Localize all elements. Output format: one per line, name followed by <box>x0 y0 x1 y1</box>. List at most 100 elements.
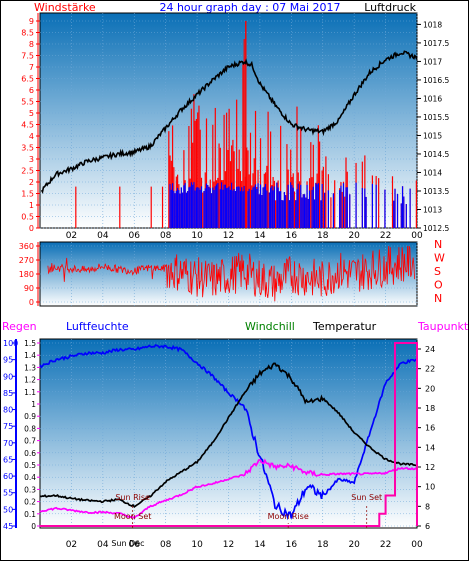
wind-tick-label: 0 <box>29 224 34 233</box>
humidity-tick-label: 95 <box>3 356 13 365</box>
x-tick-label: 20 <box>348 231 360 241</box>
humidity-line <box>39 343 418 521</box>
x-tick-label: 16 <box>286 540 298 550</box>
wind-tick-label: 6.5 <box>21 75 34 84</box>
temperature-line <box>39 362 418 508</box>
compass-label: N <box>434 292 442 305</box>
sun-dec-label: Sun Dec <box>111 539 144 548</box>
pressure-tick-label: 1018 <box>423 20 442 29</box>
temperature-tick-label: 22 <box>425 365 435 374</box>
x-tick-label: 04 <box>97 231 109 241</box>
pressure-axis-title: Luftdruck <box>364 1 416 14</box>
wind-tick-label: 3.5 <box>21 144 34 153</box>
x-tick-label: 10 <box>191 231 203 241</box>
x-tick-label: 10 <box>191 540 203 550</box>
wind-axis-title: Windstärke <box>34 1 96 14</box>
x-tick-label: 16 <box>286 231 298 241</box>
rain-tick-label: 1.3 <box>24 363 36 372</box>
rain-tick-label: 0.3 <box>24 485 36 494</box>
wind-direction-line <box>47 245 415 302</box>
x-tick-label: 12 <box>223 231 234 241</box>
wind-tick-label: 5 <box>29 109 34 118</box>
x-tick-label: 20 <box>348 540 360 550</box>
rain-tick-label: 1.2 <box>24 376 36 385</box>
x-tick-label: 02 <box>66 540 77 550</box>
temperature-tick-label: 10 <box>425 483 435 492</box>
wind-tick-label: 4.5 <box>21 121 34 130</box>
rain-tick-label: 0.5 <box>24 461 36 470</box>
rain-tick-label: 0.4 <box>24 473 36 482</box>
x-tick-label: 12 <box>223 540 234 550</box>
x-tick-label: 02 <box>66 231 77 241</box>
x-tick-label: 08 <box>160 540 172 550</box>
x-tick-label: 08 <box>160 231 172 241</box>
humidity-tick-label: 85 <box>3 389 13 398</box>
wind-tick-label: 0.5 <box>21 213 34 222</box>
wind-tick-label: 7.5 <box>21 52 34 61</box>
rain-tick-label: 1.4 <box>24 351 36 360</box>
pressure-tick-label: 1016.5 <box>423 76 449 85</box>
humidity-tick-label: 50 <box>3 505 13 514</box>
pressure-tick-label: 1013.5 <box>423 187 449 196</box>
direction-tick-label: 90 <box>24 284 34 293</box>
wind-tick-label: 1 <box>29 201 34 210</box>
temperature-tick-label: 16 <box>425 424 435 433</box>
sun-rise-label: Sun Rise <box>115 493 150 502</box>
rain-tick-label: 0.8 <box>24 424 36 433</box>
wind-tick-label: 8 <box>29 40 34 49</box>
direction-tick-label: 270 <box>19 256 34 265</box>
compass-label: N <box>434 238 442 251</box>
pressure-tick-label: 1015.5 <box>423 113 449 122</box>
pressure-tick-label: 1013 <box>423 205 442 214</box>
rain-tick-label: 0.7 <box>24 437 36 446</box>
wind-tick-label: 2.5 <box>21 167 34 176</box>
humidity-tick-label: 100 <box>3 339 18 348</box>
humidity-tick-label: 80 <box>3 406 13 415</box>
sun-set-label: Sun Set <box>351 493 382 502</box>
x-tick-label: 00 <box>411 540 423 550</box>
windchill-label: Windchill <box>245 320 295 333</box>
humidity-tick-label: 75 <box>3 422 13 431</box>
rain-tick-label: 1.5 <box>24 339 36 348</box>
temperature-tick-label: 24 <box>425 345 435 354</box>
pressure-tick-label: 1016 <box>423 94 442 103</box>
humidity-tick-label: 65 <box>3 455 13 464</box>
x-tick-label: 06 <box>129 231 141 241</box>
temperature-tick-label: 14 <box>425 443 435 452</box>
pressure-tick-label: 1014.5 <box>423 150 449 159</box>
pressure-tick-label: 1017.5 <box>423 39 449 48</box>
x-tick-label: 14 <box>254 231 266 241</box>
humidity-tick-label: 90 <box>3 372 13 381</box>
pressure-tick-label: 1012.5 <box>423 224 449 233</box>
dewpoint-label: Taupunkt <box>417 320 469 333</box>
humidity-tick-label: 45 <box>3 522 13 531</box>
humidity-tick-label: 55 <box>3 489 13 498</box>
wind-tick-label: 6 <box>29 86 34 95</box>
wind-tick-label: 7 <box>29 63 34 72</box>
temperature-label: Temperatur <box>312 320 377 333</box>
x-tick-label: 06 <box>129 540 141 550</box>
rain-tick-label: 0.6 <box>24 449 36 458</box>
wind-tick-label: 9 <box>29 17 34 26</box>
direction-tick-label: 0 <box>29 298 34 307</box>
wind-tick-label: 8.5 <box>21 29 34 38</box>
rain-tick-label: 0 <box>31 522 36 531</box>
pressure-tick-label: 1014 <box>423 168 442 177</box>
moon-set-label-left: Moon Set <box>114 512 151 521</box>
temperature-tick-label: 8 <box>425 502 430 511</box>
astro-events: Sun Rise Moon Set Moon Rise Sun Set Sun Dec <box>111 493 382 548</box>
x-tick-label: 18 <box>317 540 329 550</box>
rain-tick-label: 1 <box>31 400 36 409</box>
temperature-tick-label: 6 <box>425 522 430 531</box>
pressure-tick-label: 1015 <box>423 131 442 140</box>
temperature-tick-label: 18 <box>425 404 435 413</box>
compass-label: S <box>434 265 441 278</box>
moon-rise-label: Moon Rise <box>268 512 309 521</box>
direction-tick-label: 180 <box>19 270 34 279</box>
dewpoint-line <box>39 458 418 520</box>
axis-ticks: 0202040406060808101012121414161618182020… <box>3 13 449 550</box>
humidity-label: Luftfeuchte <box>66 320 129 333</box>
x-tick-label: 04 <box>97 540 109 550</box>
